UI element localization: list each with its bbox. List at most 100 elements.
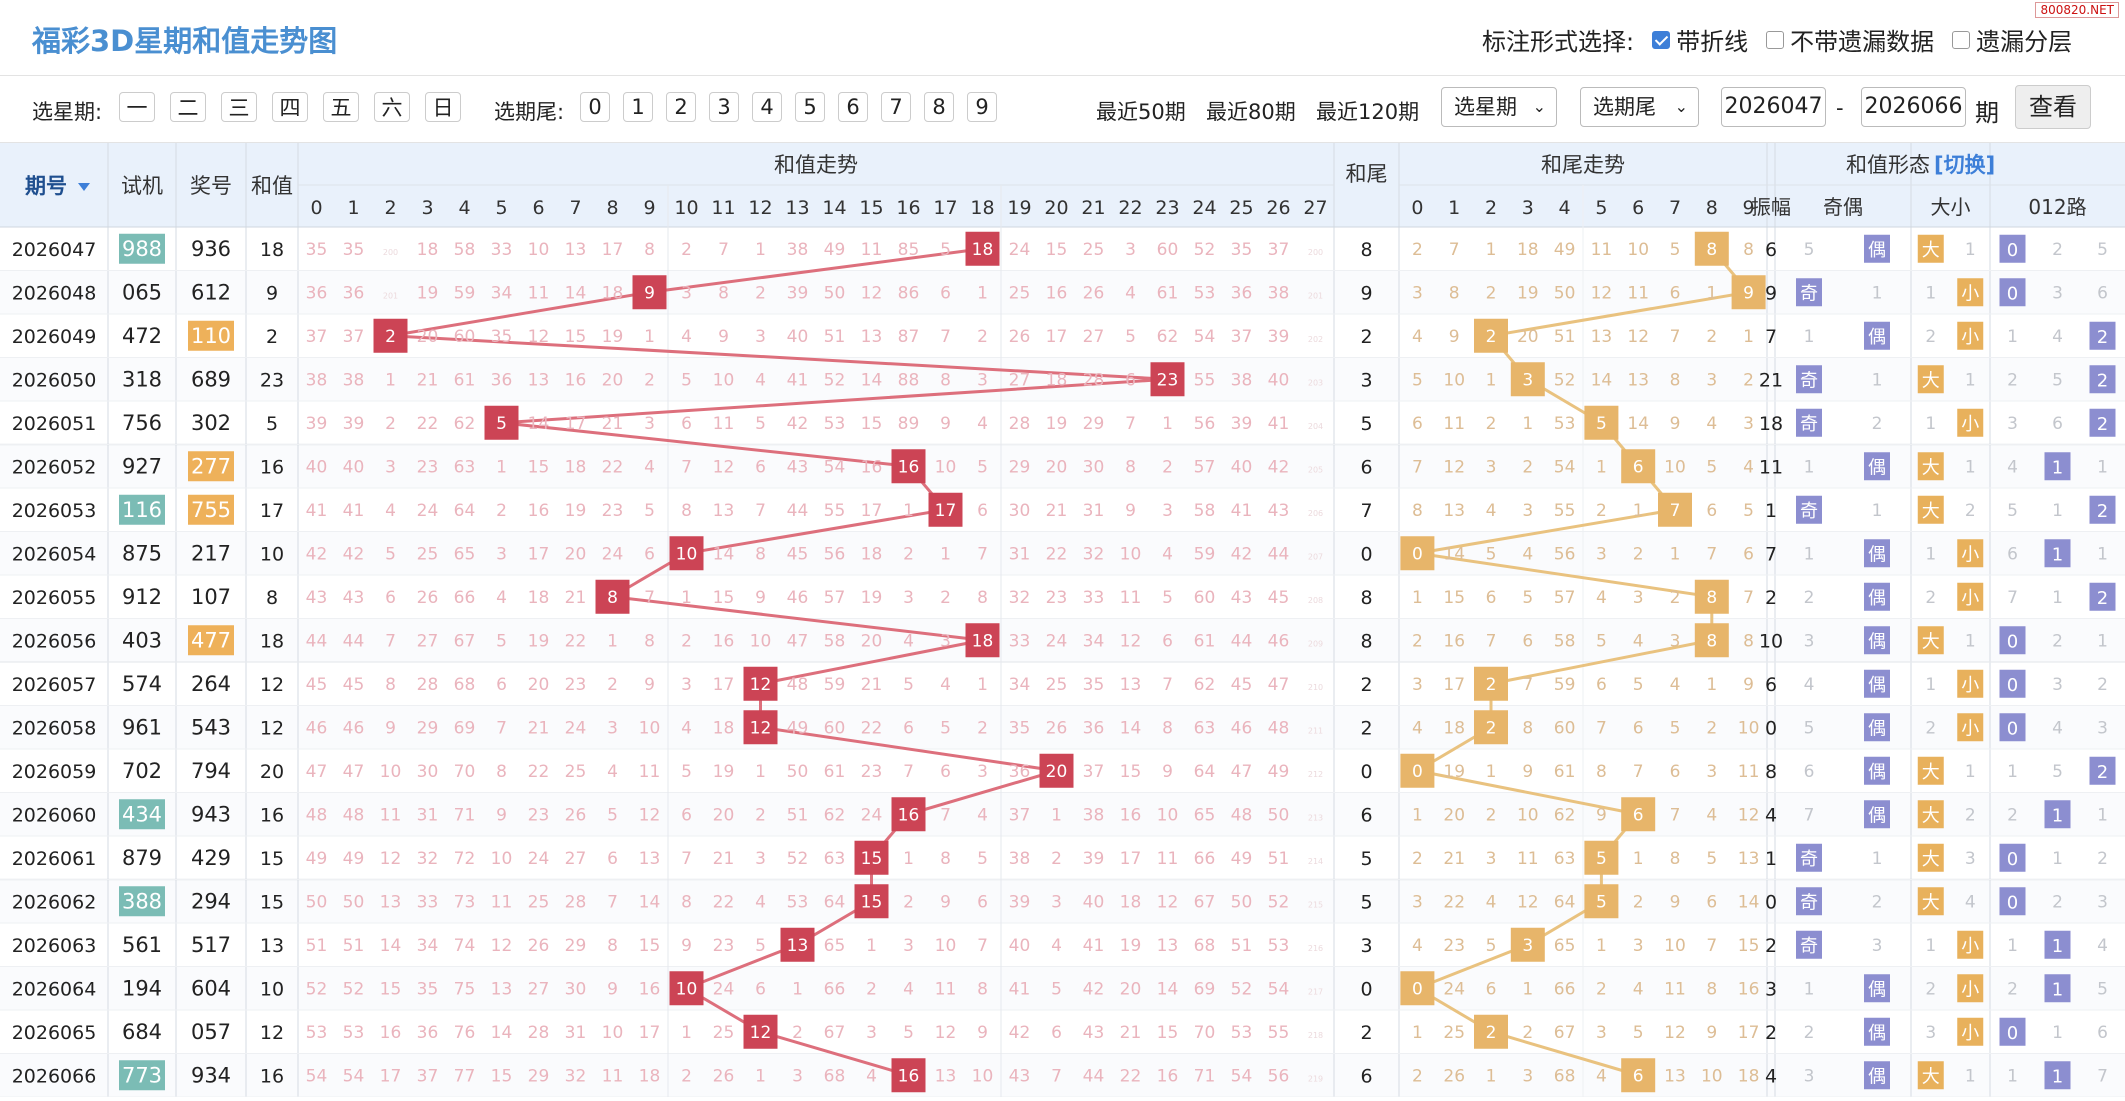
sum-omission-cell: 58 [824,631,846,651]
weekday-button-tue[interactable]: 二 [170,92,206,122]
sum-omission-cell: 14 [380,936,402,956]
oddeven-badge [1796,843,1822,872]
sum-omission-cell: 5 [977,849,988,869]
sum-omission-cell: 1 [755,762,766,782]
tail-button-4[interactable]: 4 [752,92,782,122]
sum-column-label: 10 [674,197,698,219]
tail-omission-cell: 3 [1486,849,1497,869]
sum-ball [669,536,704,571]
sum-omission-cell: 41 [787,370,809,390]
sum-omission-cell: 1 [607,631,618,651]
weekday-button-thu[interactable]: 四 [272,92,308,122]
sum-omission-cell: 36 [417,1023,439,1043]
sum-omission-cell: 9 [940,414,951,434]
checkbox-no-omission[interactable] [1766,30,1785,49]
sum-omission-cell: 6 [644,544,655,564]
sum-omission-cell: 21 [528,718,550,738]
tail-select[interactable]: 选期尾 ⌄ [1580,87,1699,127]
sum-omission-cell: 49 [343,849,365,869]
range-link-120[interactable]: 最近120期 [1316,100,1420,124]
sum-column-label: 24 [1192,197,1216,219]
tail-omission-cell: 15 [1443,588,1465,608]
bigsmall-badge-label: 大 [1922,762,1940,783]
checkbox-omission-layer[interactable] [1952,30,1971,49]
sum-omission-cell: 16 [861,457,883,477]
road-badge [1999,626,2026,655]
weekday-button-wed[interactable]: 三 [221,92,257,122]
weekday-button-mon[interactable]: 一 [119,92,155,122]
tail-omission-cell: 7 [1706,936,1717,956]
sum-ball-label: 8 [607,588,618,608]
sum-omission-cell: 3 [1125,240,1136,260]
sum-omission-cell: 8 [755,544,766,564]
tail-omission-cell: 1 [1670,544,1681,564]
sum-omission-cell: 49 [787,718,809,738]
weekday-select[interactable]: 选星期 ⌄ [1441,87,1557,127]
bigsmall-badge [1957,713,1984,742]
range-link-50[interactable]: 最近50期 [1096,100,1186,124]
tail-button-9[interactable]: 9 [967,92,997,122]
prize-number-cell: 936 [191,237,231,261]
sum-omission-cell: 20 [602,370,624,390]
test-number-cell: 702 [122,759,162,783]
sum-omission-cell: 67 [1194,892,1216,912]
tail-omission-cell: 1 [1706,283,1717,303]
option-polyline[interactable]: 带折线 [1652,22,1748,57]
weekday-button-sun[interactable]: 日 [425,92,461,122]
option-no-omission[interactable]: 不带遗漏数据 [1766,22,1934,57]
oddeven-badge [1864,800,1890,829]
view-button[interactable]: 查看 [2015,85,2091,129]
sum-omission-cell: 56 [1194,414,1216,434]
period-cell: 2026048 [12,282,97,304]
sum-ball [595,579,630,614]
weekday-button-fri[interactable]: 五 [323,92,359,122]
tail-button-7[interactable]: 7 [881,92,911,122]
period-cell: 2026060 [12,804,97,826]
road-omission: 6 [2007,544,2018,564]
sum-omission-cell: 7 [940,327,951,347]
bigsmall-badge [1917,843,1944,872]
tail-omission-cell: 3 [1596,1023,1607,1043]
tail-button-6[interactable]: 6 [838,92,868,122]
sum-omission-cell: 18 [417,240,439,260]
range-link-80[interactable]: 最近80期 [1206,100,1296,124]
sum-omission-cell: 16 [713,631,735,651]
tail-button-2[interactable]: 2 [666,92,696,122]
tail-omission-cell: 3 [1743,414,1754,434]
tail-button-0[interactable]: 0 [580,92,610,122]
sum-omission-cell: 12 [1120,631,1142,651]
option-omission-layer[interactable]: 遗漏分层 [1952,22,2072,57]
sum-column-label: 5 [495,197,507,219]
tail-omission-cell: 4 [1486,892,1497,912]
tail-button-8[interactable]: 8 [924,92,954,122]
oddeven-badge [1864,234,1890,263]
tail-omission-cell: 6 [1706,501,1717,521]
sum-omission-cell: 43 [1009,1066,1031,1086]
sum-omission-cell: 11 [528,283,550,303]
sum-omission-cell: 7 [681,457,692,477]
tail-omission-cell: 61 [1554,762,1576,782]
weekday-button-sat[interactable]: 六 [374,92,410,122]
sum-omission-cell: 45 [343,675,365,695]
sum-omission-cell: 213 [1308,813,1323,822]
tail-button-5[interactable]: 5 [795,92,825,122]
sum-omission-cell: 3 [755,849,766,869]
tail-omission-cell: 1 [1486,1066,1497,1086]
sum-ball [965,623,1000,658]
bigsmall-badge-label: 小 [1961,936,1979,957]
sum-omission-cell: 50 [306,892,328,912]
road-badge [2044,452,2071,481]
row-background [0,314,2125,358]
period-from-input[interactable]: 2026047 [1721,87,1826,127]
sum-omission-cell: 55 [1268,1023,1290,1043]
sum-omission-cell: 38 [306,370,328,390]
tail-button-3[interactable]: 3 [709,92,739,122]
sum-omission-cell: 63 [454,457,476,477]
tail-ball [1694,579,1729,614]
checkbox-polyline[interactable] [1652,30,1671,49]
sum-omission-cell: 9 [977,1023,988,1043]
tail-omission-cell: 3 [1522,1066,1533,1086]
tail-button-1[interactable]: 1 [623,92,653,122]
period-cell: 2026063 [12,935,97,957]
period-to-input[interactable]: 2026066 [1861,87,1966,127]
